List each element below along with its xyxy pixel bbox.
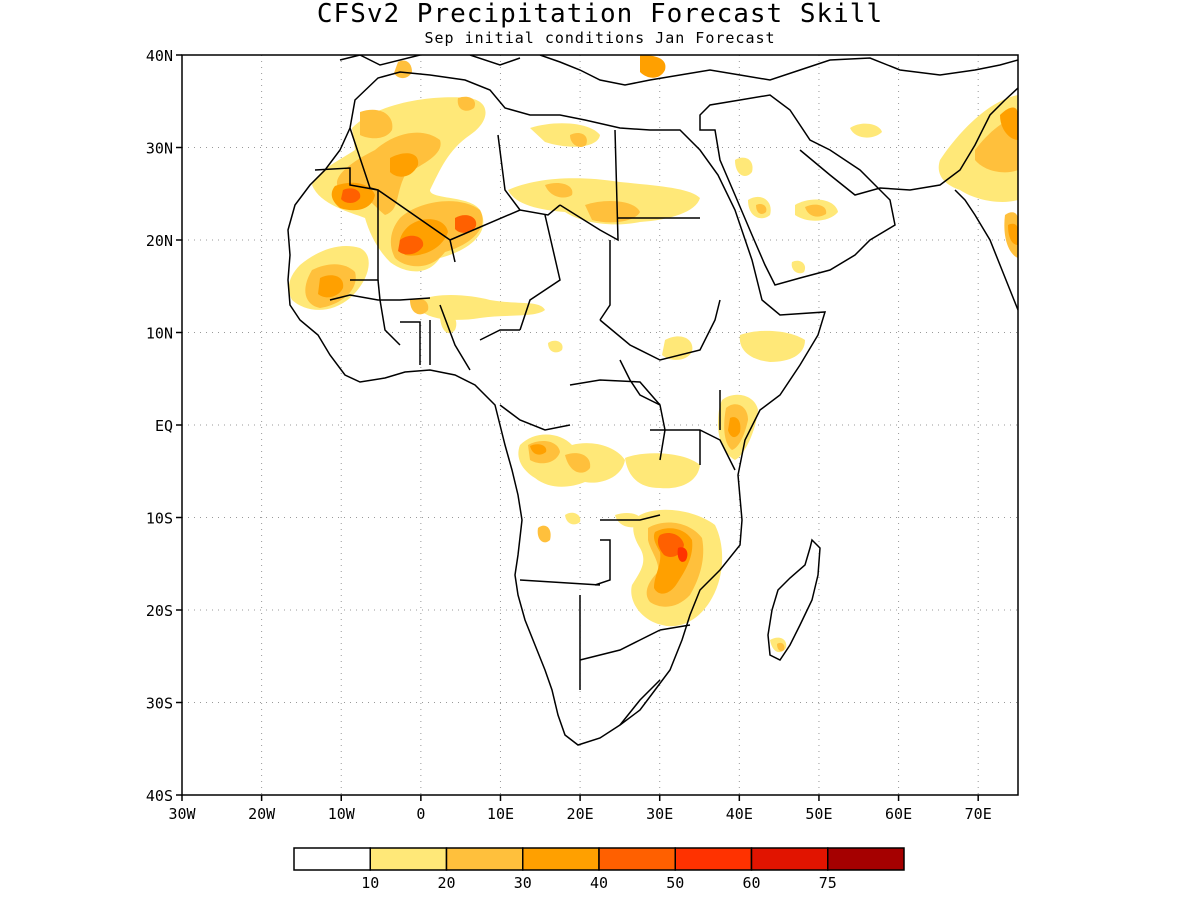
lon-tick-label: 50E (805, 805, 832, 823)
colorbar-swatch (445, 847, 524, 871)
skill-region-southeast-africa (631, 509, 787, 653)
colorbar-swatch (750, 847, 829, 871)
colorbar-swatch (598, 847, 676, 871)
lat-tick-label: 40S (146, 787, 173, 805)
lon-tick-label: 10E (487, 805, 514, 823)
lon-tick-label: 20W (248, 805, 276, 823)
colorbar-label: 40 (590, 874, 608, 892)
skill-region-east-africa (548, 330, 805, 460)
lat-tick-label: EQ (155, 417, 173, 435)
lon-tick-label: 0 (416, 805, 425, 823)
skill-region-india (938, 95, 1018, 258)
lon-tick-label: 70E (965, 805, 992, 823)
lon-tick-label: 30E (646, 805, 673, 823)
skill-field-layer (288, 55, 1018, 653)
colorbar-swatch (827, 847, 905, 871)
lat-tick-label: 20N (146, 232, 173, 250)
latitude-axis: 40N 30N 20N 10N EQ 10S 20S 30S 40S (146, 47, 182, 805)
colorbar-label: 75 (819, 874, 837, 892)
madagascar-coastline (767, 538, 821, 661)
skill-region-northeast-africa (508, 123, 700, 225)
lon-tick-label: 60E (885, 805, 912, 823)
country-boundaries (287, 55, 1018, 746)
longitude-axis: 30W 20W 10W 0 10E 20E 30E 40E 50E 60E 70E (168, 795, 992, 823)
india-coastline (954, 189, 1018, 311)
colorbar-swatch (369, 847, 448, 871)
colorbar-label: 50 (666, 874, 684, 892)
colorbar-swatch (674, 847, 753, 871)
lat-tick-label: 10N (146, 325, 173, 343)
lat-tick-label: 40N (146, 47, 173, 65)
mediterranean-north-coast (339, 55, 1018, 86)
lon-tick-label: 30W (168, 805, 196, 823)
plot-frame (181, 54, 1019, 796)
colorbar-swatch (293, 847, 371, 871)
lat-tick-label: 30S (146, 695, 173, 713)
internal-borders (314, 127, 736, 726)
map-gridlines (182, 55, 1018, 795)
colorbar-legend: 10 20 30 40 50 60 75 (293, 847, 905, 892)
west-africa-borders (329, 279, 520, 371)
lon-tick-label: 10W (328, 805, 356, 823)
colorbar-label: 20 (437, 874, 455, 892)
lon-tick-label: 40E (726, 805, 753, 823)
africa-coastline (287, 71, 827, 746)
lat-tick-label: 20S (146, 602, 173, 620)
colorbar-label: 10 (361, 874, 379, 892)
skill-region-northwest-africa (288, 55, 666, 310)
colorbar-swatch (522, 847, 600, 871)
colorbar-label: 30 (514, 874, 532, 892)
lon-tick-label: 20E (567, 805, 594, 823)
colorbar-label: 60 (742, 874, 760, 892)
persian-gulf-coast (799, 87, 1018, 196)
chart-title: CFSv2 Precipitation Forecast Skill (316, 0, 884, 29)
lat-tick-label: 30N (146, 140, 173, 158)
arabia-coastline (699, 94, 896, 286)
skill-region-central-africa (518, 434, 700, 543)
lat-tick-label: 10S (146, 510, 173, 528)
chart-subtitle: Sep initial conditions Jan Forecast (424, 29, 776, 47)
skill-region-arabia (735, 123, 882, 274)
skill-region-sahel (410, 295, 545, 334)
